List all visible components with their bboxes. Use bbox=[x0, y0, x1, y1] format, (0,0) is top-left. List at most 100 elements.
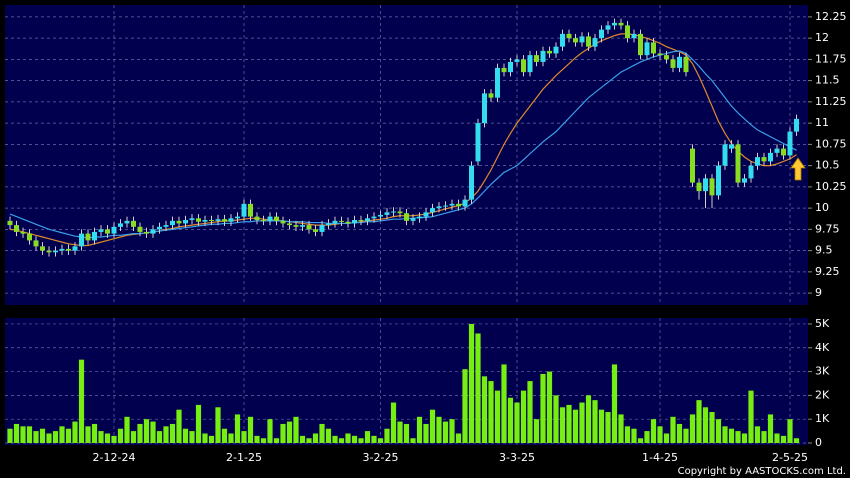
y-tick-label: 10 bbox=[815, 201, 829, 214]
candle-body bbox=[521, 59, 526, 73]
candle-body bbox=[456, 203, 461, 207]
volume-bar bbox=[475, 333, 481, 443]
candle-body bbox=[313, 229, 318, 232]
candle-body bbox=[274, 216, 279, 221]
candle-body bbox=[690, 148, 695, 183]
candle-body bbox=[397, 211, 403, 214]
candle-body bbox=[540, 50, 546, 62]
volume-bar bbox=[670, 416, 676, 443]
volume-bar bbox=[98, 431, 104, 443]
candle-body bbox=[404, 213, 409, 221]
volume-bar bbox=[553, 395, 559, 443]
volume-bar bbox=[637, 438, 644, 443]
volume-bar bbox=[234, 414, 241, 443]
volume-bar bbox=[728, 428, 735, 443]
candle-body bbox=[781, 148, 786, 156]
volume-bar bbox=[767, 414, 774, 443]
volume-bar bbox=[657, 426, 663, 443]
volume-bar bbox=[176, 409, 182, 443]
candle-body bbox=[157, 226, 162, 230]
volume-bar bbox=[208, 435, 215, 443]
candle-body bbox=[326, 223, 331, 226]
candle-body bbox=[196, 218, 201, 222]
volume-bar bbox=[585, 395, 592, 443]
volume-bar bbox=[260, 438, 267, 443]
candle-body bbox=[449, 203, 455, 206]
volume-bar bbox=[436, 416, 442, 443]
candle-body bbox=[443, 205, 448, 207]
candle-body bbox=[612, 22, 617, 26]
candle-body bbox=[14, 225, 19, 232]
candle-body bbox=[787, 131, 793, 156]
candle-body bbox=[248, 203, 253, 217]
candle-body bbox=[46, 250, 52, 253]
volume-bar bbox=[104, 433, 111, 443]
candle-body bbox=[7, 220, 13, 226]
volume-bar bbox=[111, 435, 117, 443]
y-tick-label: 12 bbox=[815, 31, 829, 44]
candle-body bbox=[709, 178, 715, 196]
volume-bar bbox=[377, 438, 384, 443]
y-tick-label: 10.25 bbox=[815, 180, 847, 193]
volume-bar bbox=[124, 416, 130, 443]
candle-body bbox=[287, 223, 292, 226]
candle-body bbox=[683, 56, 689, 73]
y-tick-label: 9 bbox=[815, 286, 822, 299]
candle-body bbox=[293, 225, 299, 227]
candle-body bbox=[352, 220, 357, 224]
candle-body bbox=[124, 220, 130, 224]
volume-bar bbox=[7, 428, 13, 443]
candle-body bbox=[332, 220, 338, 224]
volume-bar bbox=[39, 428, 46, 443]
volume-bar bbox=[143, 419, 150, 443]
volume-bar bbox=[215, 407, 221, 443]
volume-bar bbox=[364, 431, 371, 443]
y-tick-label: 11.5 bbox=[815, 74, 840, 87]
candle-body bbox=[469, 165, 474, 200]
volume-bar bbox=[501, 364, 507, 443]
candle-body bbox=[547, 50, 552, 54]
candle-body bbox=[670, 59, 676, 68]
candle-body bbox=[371, 216, 377, 219]
candle-body bbox=[534, 55, 539, 62]
volume-bar bbox=[468, 323, 475, 443]
candle-body bbox=[111, 226, 117, 234]
volume-bar bbox=[85, 426, 91, 443]
volume-bar bbox=[533, 419, 540, 443]
candle-body bbox=[508, 61, 513, 73]
candle-body bbox=[40, 246, 45, 251]
candle-body bbox=[170, 220, 175, 226]
volume-bar bbox=[644, 431, 650, 443]
x-tick-label: 1-4-25 bbox=[642, 451, 678, 464]
candle-body bbox=[761, 157, 767, 162]
candle-body bbox=[722, 144, 728, 166]
candle-body bbox=[488, 93, 494, 98]
copyright: Copyright by AASTOCKS.com Ltd. bbox=[678, 466, 846, 477]
candle-body bbox=[137, 226, 143, 232]
candle-body bbox=[202, 220, 208, 222]
volume-bar bbox=[579, 402, 585, 443]
price-panel bbox=[5, 5, 808, 305]
candle-body bbox=[436, 206, 442, 209]
volume-bar bbox=[540, 373, 546, 443]
candle-body bbox=[209, 220, 214, 222]
candle-body bbox=[378, 214, 383, 217]
candle-body bbox=[33, 240, 39, 247]
volume-bar bbox=[598, 409, 605, 443]
y-tick-label: 11.75 bbox=[815, 52, 847, 65]
volume-bar bbox=[169, 423, 176, 443]
volume-bar bbox=[449, 419, 455, 443]
x-tick-label: 3-2-25 bbox=[363, 451, 399, 464]
volume-bar bbox=[46, 433, 52, 443]
candle-body bbox=[677, 56, 682, 68]
volume-bar bbox=[325, 428, 332, 443]
candle-body bbox=[482, 93, 487, 124]
volume-bar bbox=[527, 381, 533, 443]
volume-bar bbox=[702, 407, 709, 443]
y-tick-label: 11.25 bbox=[815, 95, 847, 108]
volume-bar bbox=[709, 412, 715, 443]
candle-body bbox=[592, 38, 598, 47]
volume-bar bbox=[390, 402, 397, 443]
candle-body bbox=[657, 53, 663, 56]
